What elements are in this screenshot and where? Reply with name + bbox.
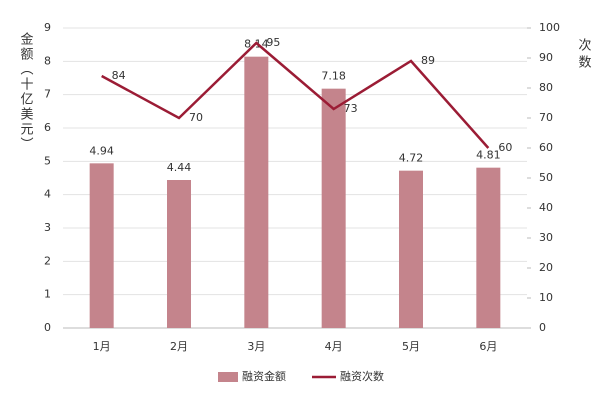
y2-tick-label: 70 (539, 111, 553, 124)
y-axis-label: 金额（十亿美元） (18, 31, 34, 152)
x-tick-label: 1月 (93, 340, 111, 353)
y-tick-label: 8 (44, 54, 51, 67)
bar-value-label: 4.72 (399, 152, 424, 165)
y2-tick-label: 40 (539, 201, 553, 214)
line-value-label: 89 (421, 54, 435, 67)
bar (476, 167, 501, 328)
y-tick-label: 9 (44, 21, 51, 34)
y-tick-label: 0 (44, 321, 51, 334)
line-value-label: 95 (266, 36, 280, 49)
y2-tick-label: 10 (539, 291, 553, 304)
y-tick-label: 1 (44, 288, 51, 301)
y-tick-label: 5 (44, 154, 51, 167)
line (101, 41, 490, 149)
y2-tick-label: 90 (539, 51, 553, 64)
line-value-label: 70 (189, 111, 203, 124)
line-value-label: 73 (344, 102, 358, 115)
y2-tick-label: 60 (539, 141, 553, 154)
bar (244, 56, 269, 329)
x-tick-label: 5月 (402, 340, 420, 353)
bar (399, 170, 423, 328)
bar-value-label: 4.44 (167, 161, 192, 174)
bar-value-label: 7.18 (321, 70, 346, 83)
bar (167, 180, 191, 328)
y-tick-label: 4 (44, 188, 51, 201)
y-tick-label: 2 (44, 254, 51, 267)
y-tick-label: 3 (44, 221, 51, 234)
x-tick-label: 6月 (479, 340, 497, 353)
y2-axis-label: 次数 (576, 37, 592, 72)
y2-tick-label: 20 (539, 261, 553, 274)
line-value-label: 84 (112, 69, 126, 82)
bar-value-label: 4.81 (476, 149, 501, 162)
x-tick-label: 4月 (325, 340, 343, 353)
y2-tick-label: 80 (539, 81, 553, 94)
x-tick-label: 2月 (170, 340, 188, 353)
y2-tick-label: 0 (539, 321, 546, 334)
legend-swatch (218, 372, 238, 382)
y2-tick-label: 100 (539, 21, 560, 34)
bar (89, 163, 114, 328)
legend-label: 融资金额 (242, 369, 286, 383)
y2-tick-label: 50 (539, 171, 553, 184)
y2-tick-label: 30 (539, 231, 553, 244)
x-tick-label: 3月 (247, 340, 265, 353)
line-value-label: 60 (498, 141, 512, 154)
y-tick-label: 6 (44, 121, 51, 134)
bar-value-label: 4.94 (89, 144, 114, 157)
legend-label: 融资次数 (340, 369, 384, 383)
y-tick-label: 7 (44, 88, 51, 101)
bar (321, 88, 346, 329)
